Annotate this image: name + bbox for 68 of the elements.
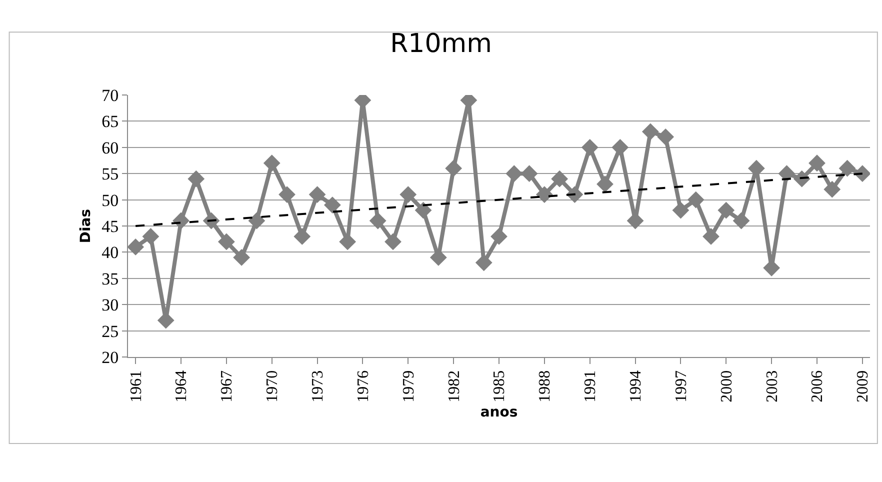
point	[188, 170, 205, 188]
point	[596, 176, 614, 193]
point	[369, 212, 386, 230]
point	[687, 191, 704, 208]
point	[520, 165, 538, 182]
point	[581, 138, 598, 156]
x-tick-label: 1979	[400, 370, 418, 402]
point	[128, 238, 144, 256]
point	[702, 228, 720, 245]
point	[536, 186, 553, 204]
y-tick-label: 70	[102, 86, 119, 105]
point	[263, 154, 280, 172]
point	[384, 233, 402, 250]
y-tick-label: 30	[102, 296, 119, 315]
point	[672, 202, 690, 219]
y-tick-label: 60	[102, 138, 119, 158]
point	[142, 228, 160, 245]
point	[445, 160, 462, 177]
y-tick-label: 25	[102, 322, 119, 341]
point	[278, 186, 296, 204]
point	[490, 228, 508, 245]
point	[172, 212, 190, 230]
point	[642, 123, 659, 140]
y-tick-label: 35	[102, 269, 119, 288]
x-tick-label: 2009	[854, 370, 872, 402]
y-axis-title: Dias	[78, 208, 94, 244]
x-tick-label: 1988	[536, 370, 554, 402]
point	[324, 196, 341, 214]
x-tick-label: 1991	[582, 370, 600, 402]
x-axis-title: anos	[480, 404, 518, 420]
point	[824, 180, 841, 198]
point	[475, 254, 492, 272]
x-tick-label: 1964	[173, 370, 190, 402]
x-tick-label: 1970	[264, 370, 282, 402]
y-tick-label: 40	[102, 243, 119, 262]
y-tick-label: 55	[102, 164, 119, 184]
chart-title: R10mm	[390, 28, 492, 59]
x-tick-label: 1973	[309, 370, 326, 402]
x-tick-label: 2003	[764, 370, 781, 402]
point	[308, 186, 326, 204]
point	[612, 138, 629, 156]
x-tick-label: 2000	[718, 370, 736, 402]
x-tick-label: 1976	[354, 370, 372, 402]
point	[808, 154, 826, 172]
x-tick-label: 1982	[446, 370, 463, 402]
x-tick-label: 1961	[128, 370, 145, 402]
point	[778, 165, 796, 182]
point	[718, 202, 735, 219]
y-tick-label: 20	[102, 348, 119, 367]
x-tick-label: 2006	[809, 370, 826, 402]
point	[506, 165, 523, 182]
point	[551, 170, 568, 188]
point	[400, 186, 417, 204]
y-tick-label: 45	[102, 216, 119, 236]
point	[838, 160, 856, 177]
point	[657, 128, 674, 146]
point	[414, 202, 432, 219]
x-tick-label: 1997	[672, 370, 690, 402]
point	[732, 212, 750, 230]
point	[248, 212, 266, 230]
x-tick-label: 1994	[627, 370, 644, 402]
y-tick-label: 65	[102, 112, 119, 132]
point	[294, 228, 311, 245]
point	[218, 233, 235, 250]
y-tick-label: 50	[102, 190, 119, 210]
x-tick-label: 1985	[491, 370, 508, 402]
point	[233, 248, 250, 266]
x-tick-label: 1967	[218, 370, 236, 402]
